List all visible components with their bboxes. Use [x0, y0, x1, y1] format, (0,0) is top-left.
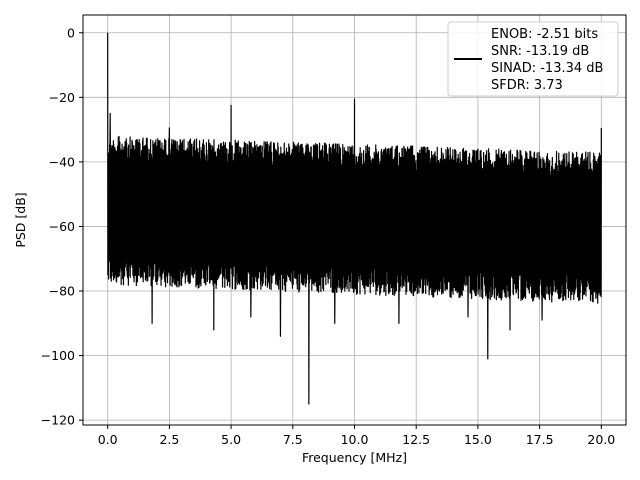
- y-tick-label: −120: [41, 413, 75, 428]
- y-axis: 0 −20 −40 −60 −80 −100 −120: [41, 25, 83, 428]
- legend-box: [447, 21, 619, 97]
- legend-line-sfdr: SFDR: 3.73: [491, 78, 563, 93]
- y-tick-label: −40: [49, 154, 75, 169]
- x-tick-label: 17.5: [526, 432, 554, 447]
- x-tick-label: 5.0: [221, 432, 241, 447]
- y-tick-label: −100: [41, 348, 75, 363]
- legend: ENOB: -2.51 bits SNR: -13.19 dB SINAD: -…: [447, 21, 619, 97]
- y-axis-label: PSD [dB]: [13, 192, 28, 247]
- x-tick-label: 0.0: [98, 432, 118, 447]
- y-tick-label: −20: [49, 90, 75, 105]
- y-tick-label: −80: [49, 284, 75, 299]
- y-tick-label: 0: [67, 25, 75, 40]
- x-tick-label: 12.5: [402, 432, 430, 447]
- x-tick-label: 7.5: [283, 432, 303, 447]
- x-tick-label: 2.5: [159, 432, 179, 447]
- psd-series-line: [107, 32, 602, 405]
- x-axis: 0.0 2.5 5.0 7.5 10.0 12.5 15.0 17.5 20.0: [98, 425, 615, 447]
- x-tick-label: 20.0: [587, 432, 615, 447]
- x-axis-label: Frequency [MHz]: [302, 450, 407, 465]
- legend-line-snr: SNR: -13.19 dB: [491, 44, 589, 59]
- y-tick-label: −60: [49, 219, 75, 234]
- legend-line-enob: ENOB: -2.51 bits: [491, 27, 598, 42]
- x-tick-label: 15.0: [464, 432, 492, 447]
- x-tick-label: 10.0: [341, 432, 369, 447]
- legend-line-sinad: SINAD: -13.34 dB: [491, 61, 603, 76]
- series-layer: [107, 32, 602, 405]
